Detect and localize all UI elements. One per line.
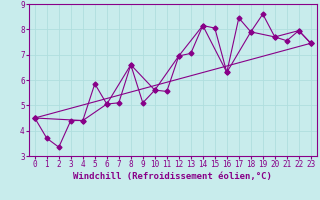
X-axis label: Windchill (Refroidissement éolien,°C): Windchill (Refroidissement éolien,°C) <box>73 172 272 181</box>
